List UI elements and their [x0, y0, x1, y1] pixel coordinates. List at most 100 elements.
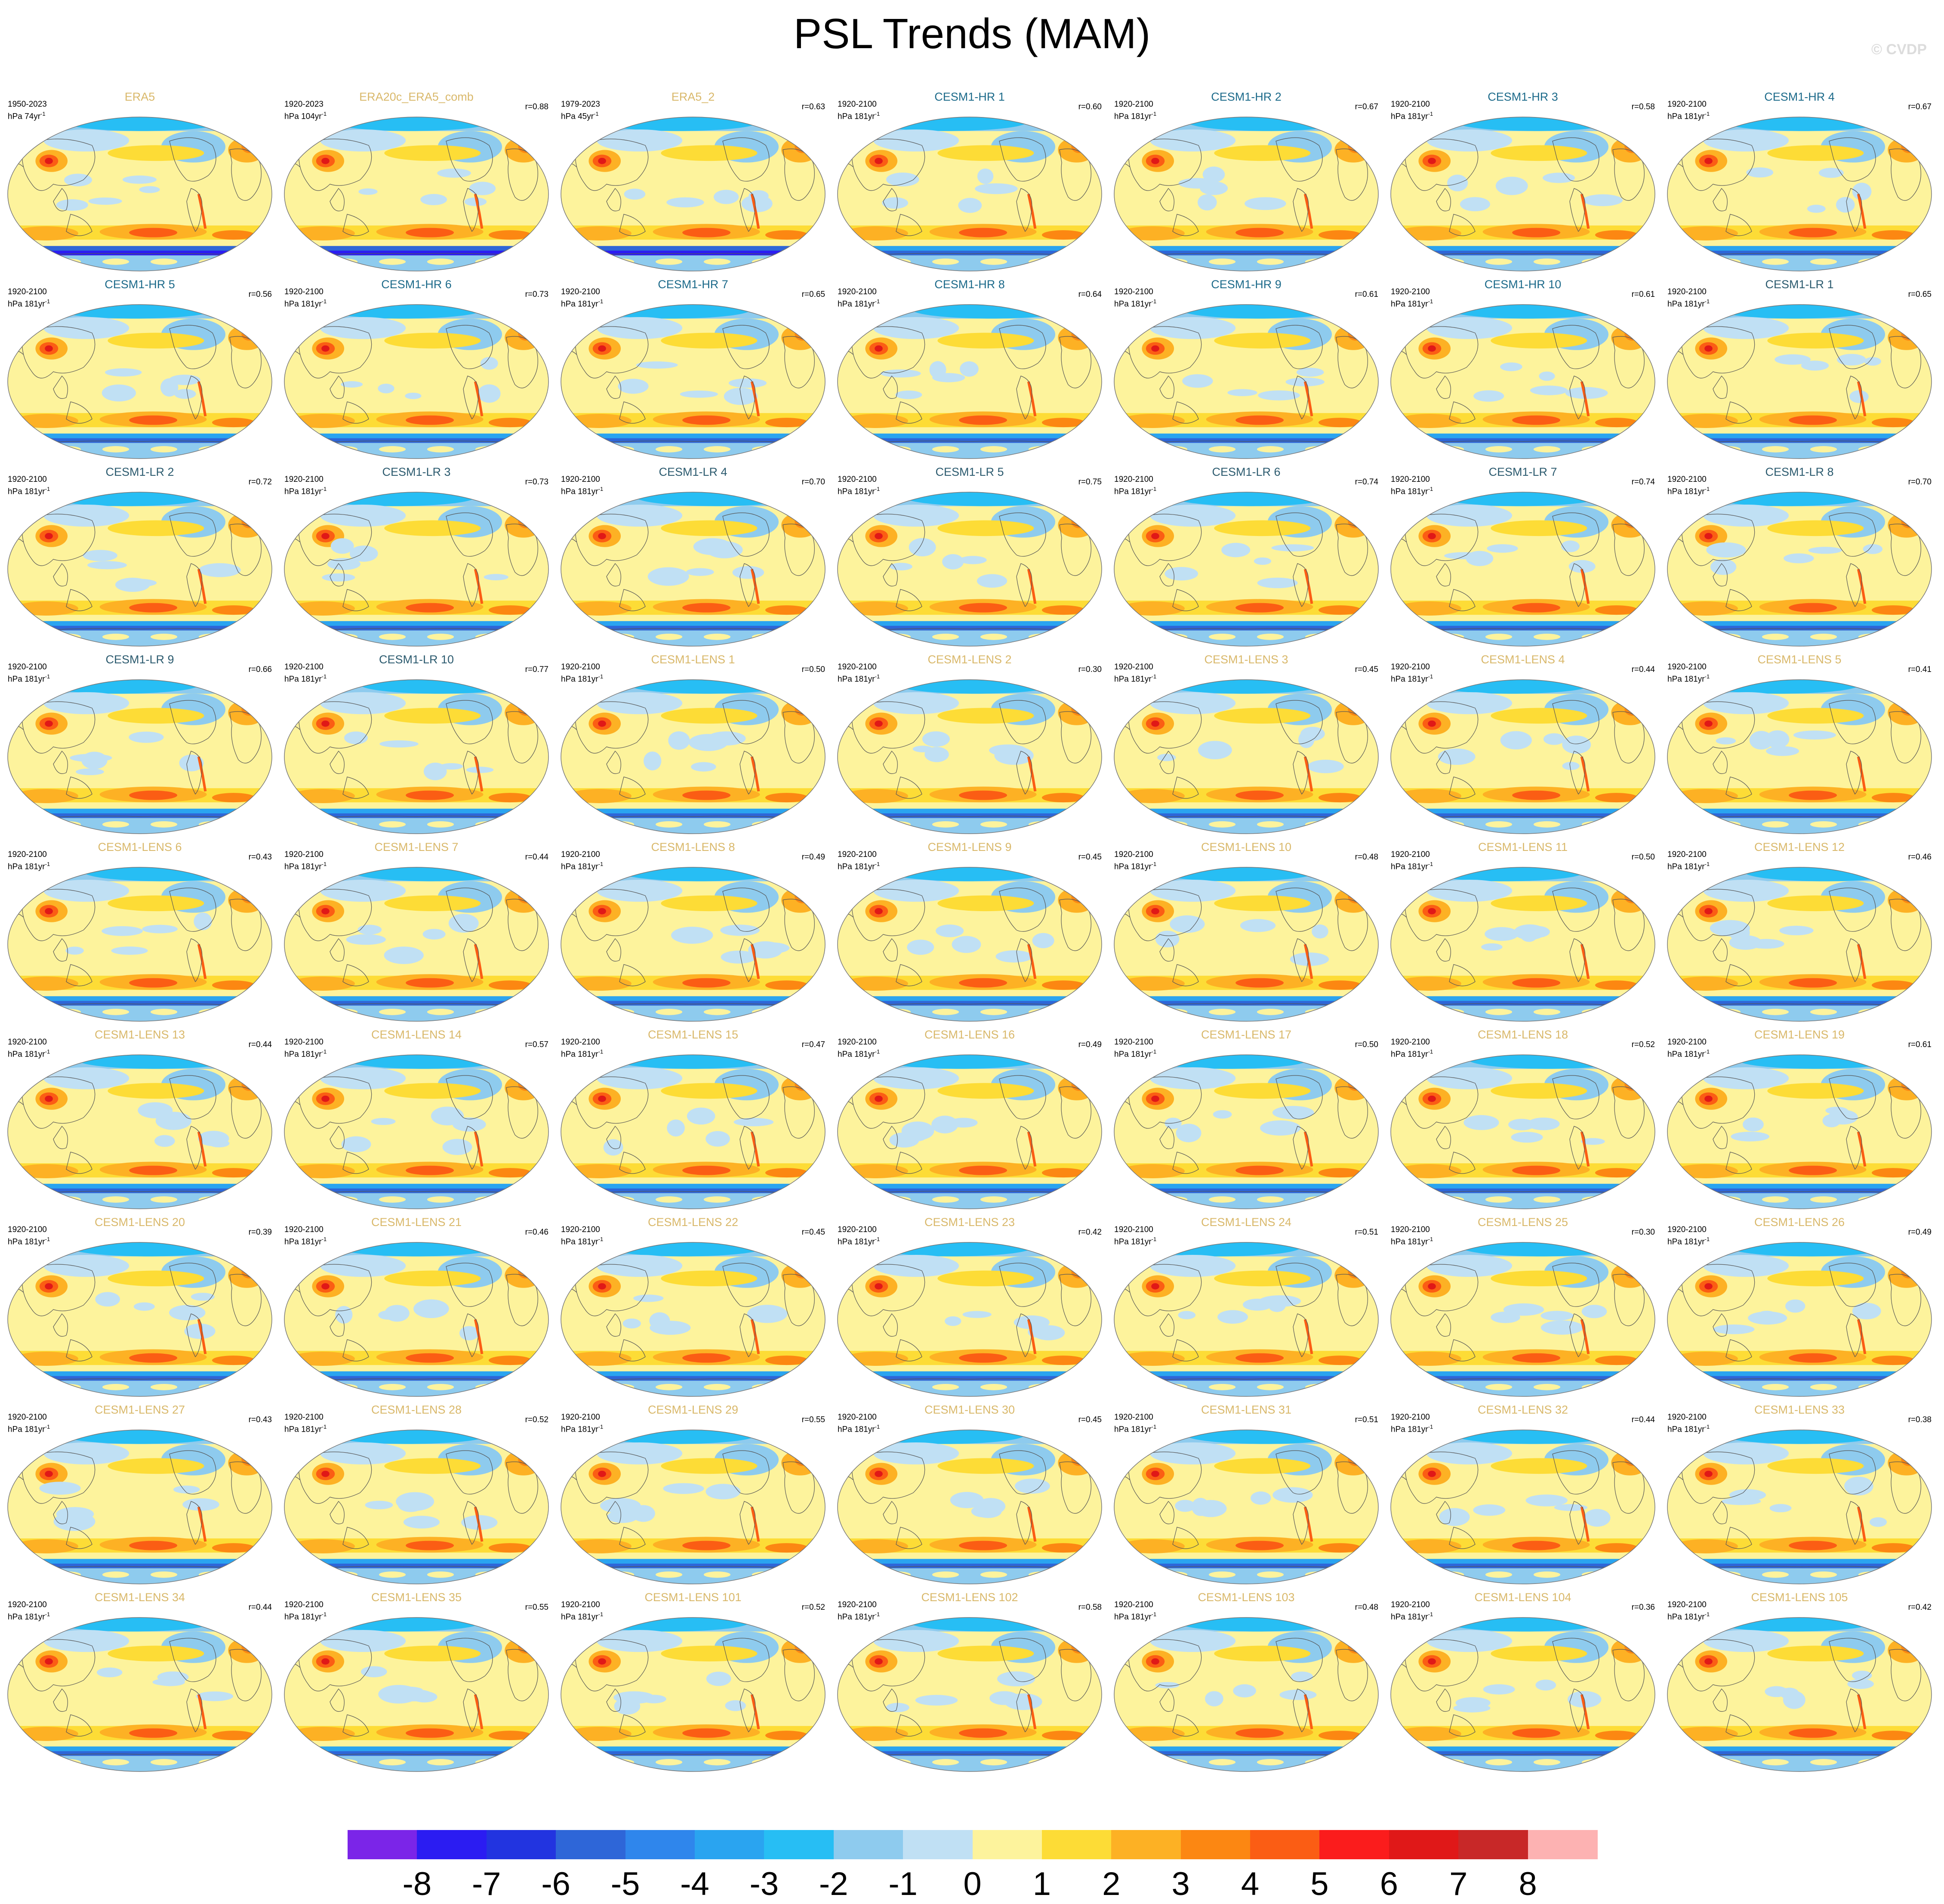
panel-title: CESM1-LENS 9 [927, 841, 1012, 853]
trend-units-text: hPa 181yr [1667, 1425, 1705, 1434]
psl-trend-map [1114, 1054, 1379, 1209]
trend-units-text: hPa 181yr [1391, 299, 1428, 309]
psl-trend-map [561, 304, 826, 459]
map-panel: CESM1-LENS 29 1920-2100 hPa 181yr-1 r=0.55 [555, 1402, 831, 1587]
panel-period: 1920-2100 hPa 181yr-1 [838, 1225, 880, 1247]
period-range: 1920-2100 [284, 475, 323, 484]
period-range: 1920-2100 [1391, 475, 1430, 484]
period-range: 1920-2100 [1667, 1413, 1707, 1422]
psl-trend-map [1667, 1054, 1932, 1209]
trend-units: hPa 181yr-1 [1114, 861, 1157, 872]
trend-units: hPa 181yr-1 [838, 486, 880, 496]
pattern-correlation: r=0.48 [1355, 1603, 1378, 1612]
panel-period: 1920-2100 hPa 181yr-1 [8, 662, 50, 684]
psl-trend-map [284, 1430, 549, 1584]
map-panel: CESM1-LENS 25 1920-2100 hPa 181yr-1 r=0.30 [1385, 1215, 1661, 1400]
panel-title: CESM1-HR 6 [381, 278, 452, 291]
trend-units: hPa 181yr-1 [1114, 111, 1157, 121]
psl-trend-map [7, 492, 272, 647]
pattern-correlation: r=0.45 [801, 1228, 825, 1237]
map-panel: CESM1-LENS 18 1920-2100 hPa 181yr-1 r=0.52 [1385, 1027, 1661, 1212]
period-range: 1920-2100 [8, 850, 47, 859]
panel-title: ERA20c_ERA5_comb [359, 90, 474, 103]
trend-units-text: hPa 181yr [561, 1050, 598, 1059]
pattern-correlation: r=0.43 [248, 1415, 272, 1424]
trend-units: hPa 181yr-1 [561, 1423, 604, 1434]
colorbar-tick-label: -2 [819, 1866, 848, 1902]
panel-title: CESM1-HR 9 [1211, 278, 1282, 291]
trend-units-text: hPa 181yr [8, 862, 45, 872]
map-panel: CESM1-HR 9 1920-2100 hPa 181yr-1 r=0.61 [1108, 277, 1384, 462]
trend-units: hPa 181yr-1 [1391, 486, 1433, 496]
panel-title: CESM1-LENS 104 [1474, 1591, 1571, 1604]
pattern-correlation: r=0.88 [525, 102, 548, 111]
map-panel: CESM1-LENS 12 1920-2100 hPa 181yr-1 r=0.46 [1661, 840, 1938, 1025]
map-panel: CESM1-LENS 28 1920-2100 hPa 181yr-1 r=0.52 [278, 1402, 555, 1587]
trend-units: hPa 181yr-1 [561, 673, 604, 684]
pattern-correlation: r=0.44 [1631, 665, 1655, 674]
colorbar-tick-label: -6 [541, 1866, 570, 1902]
trend-units-text: hPa 181yr [1667, 1237, 1705, 1247]
trend-units: hPa 181yr-1 [1667, 1611, 1710, 1622]
map-panel: CESM1-LENS 20 1920-2100 hPa 181yr-1 r=0.39 [2, 1215, 278, 1400]
pattern-correlation: r=0.52 [525, 1415, 548, 1424]
trend-units-text: hPa 181yr [284, 487, 322, 496]
psl-trend-map [1114, 1617, 1379, 1772]
trend-units-text: hPa 181yr [1667, 675, 1705, 684]
map-panel: CESM1-HR 5 1920-2100 hPa 181yr-1 r=0.56 [2, 277, 278, 462]
psl-trend-map [1114, 1430, 1379, 1584]
period-range: 1920-2100 [284, 1225, 323, 1234]
psl-trend-map [837, 117, 1102, 271]
panel-title: CESM1-LENS 29 [647, 1403, 739, 1416]
trend-units: hPa 181yr-1 [8, 1611, 50, 1622]
map-panel: CESM1-HR 2 1920-2100 hPa 181yr-1 r=0.67 [1108, 89, 1384, 274]
panel-title: CESM1-LENS 105 [1751, 1591, 1848, 1604]
colorbar-tick-label: 1 [1032, 1866, 1051, 1902]
period-range: 1920-2100 [284, 1413, 323, 1422]
panel-period: 1920-2100 hPa 181yr-1 [1114, 100, 1156, 121]
panel-period: 1920-2100 hPa 181yr-1 [8, 1600, 50, 1622]
pattern-correlation: r=0.70 [801, 478, 825, 487]
period-range: 1920-2100 [1114, 850, 1153, 859]
period-range: 1920-2100 [1391, 1038, 1430, 1047]
period-range: 1920-2100 [284, 662, 323, 672]
pattern-correlation: r=0.70 [1908, 478, 1932, 487]
pattern-correlation: r=0.30 [1631, 1228, 1655, 1237]
trend-units-text: hPa 181yr [1114, 1237, 1152, 1247]
pattern-correlation: r=0.55 [801, 1415, 825, 1424]
panel-period: 1920-2100 hPa 181yr-1 [838, 662, 880, 684]
map-panel: CESM1-LENS 9 1920-2100 hPa 181yr-1 r=0.45 [832, 840, 1108, 1025]
panel-title: CESM1-LR 10 [379, 653, 454, 666]
pattern-correlation: r=0.46 [1908, 853, 1932, 862]
psl-trend-map [1390, 117, 1655, 271]
psl-trend-map [561, 1617, 826, 1772]
pattern-correlation: r=0.45 [1355, 665, 1378, 674]
trend-units: hPa 181yr-1 [838, 1423, 880, 1434]
panel-title: CESM1-LENS 6 [98, 841, 182, 853]
map-panel: CESM1-LR 5 1920-2100 hPa 181yr-1 r=0.75 [832, 465, 1108, 650]
period-range: 1920-2100 [284, 1600, 323, 1609]
panel-period: 1920-2100 hPa 181yr-1 [561, 1038, 603, 1059]
trend-units: hPa 181yr-1 [1391, 1048, 1433, 1059]
map-panel: CESM1-LENS 32 1920-2100 hPa 181yr-1 r=0.44 [1385, 1402, 1661, 1587]
pattern-correlation: r=0.49 [1078, 1040, 1102, 1049]
map-panel: CESM1-LR 10 1920-2100 hPa 181yr-1 r=0.77 [278, 652, 555, 837]
panel-period: 1920-2100 hPa 181yr-1 [284, 287, 327, 309]
pattern-correlation: r=0.51 [1355, 1415, 1378, 1424]
map-panel: CESM1-LENS 14 1920-2100 hPa 181yr-1 r=0.57 [278, 1027, 555, 1212]
psl-trend-map [837, 1054, 1102, 1209]
trend-units: hPa 181yr-1 [8, 673, 50, 684]
panel-title: CESM1-LENS 11 [1478, 841, 1568, 853]
trend-units-text: hPa 181yr [561, 1237, 598, 1247]
trend-units-text: hPa 181yr [1667, 112, 1705, 121]
map-panel: CESM1-HR 1 1920-2100 hPa 181yr-1 r=0.60 [832, 89, 1108, 274]
panel-title: CESM1-HR 7 [658, 278, 728, 291]
period-range: 1920-2100 [1391, 1600, 1430, 1609]
map-panel: ERA20c_ERA5_comb 1920-2023 hPa 104yr-1 r=0.… [278, 89, 555, 274]
trend-units: hPa 181yr-1 [838, 861, 880, 872]
psl-trend-map [1667, 867, 1932, 1022]
panel-period: 1920-2100 hPa 181yr-1 [838, 1038, 880, 1059]
panel-period: 1950-2023 hPa 74yr-1 [8, 100, 47, 121]
panel-title: CESM1-LENS 25 [1477, 1216, 1568, 1229]
trend-units: hPa 181yr-1 [1114, 673, 1157, 684]
